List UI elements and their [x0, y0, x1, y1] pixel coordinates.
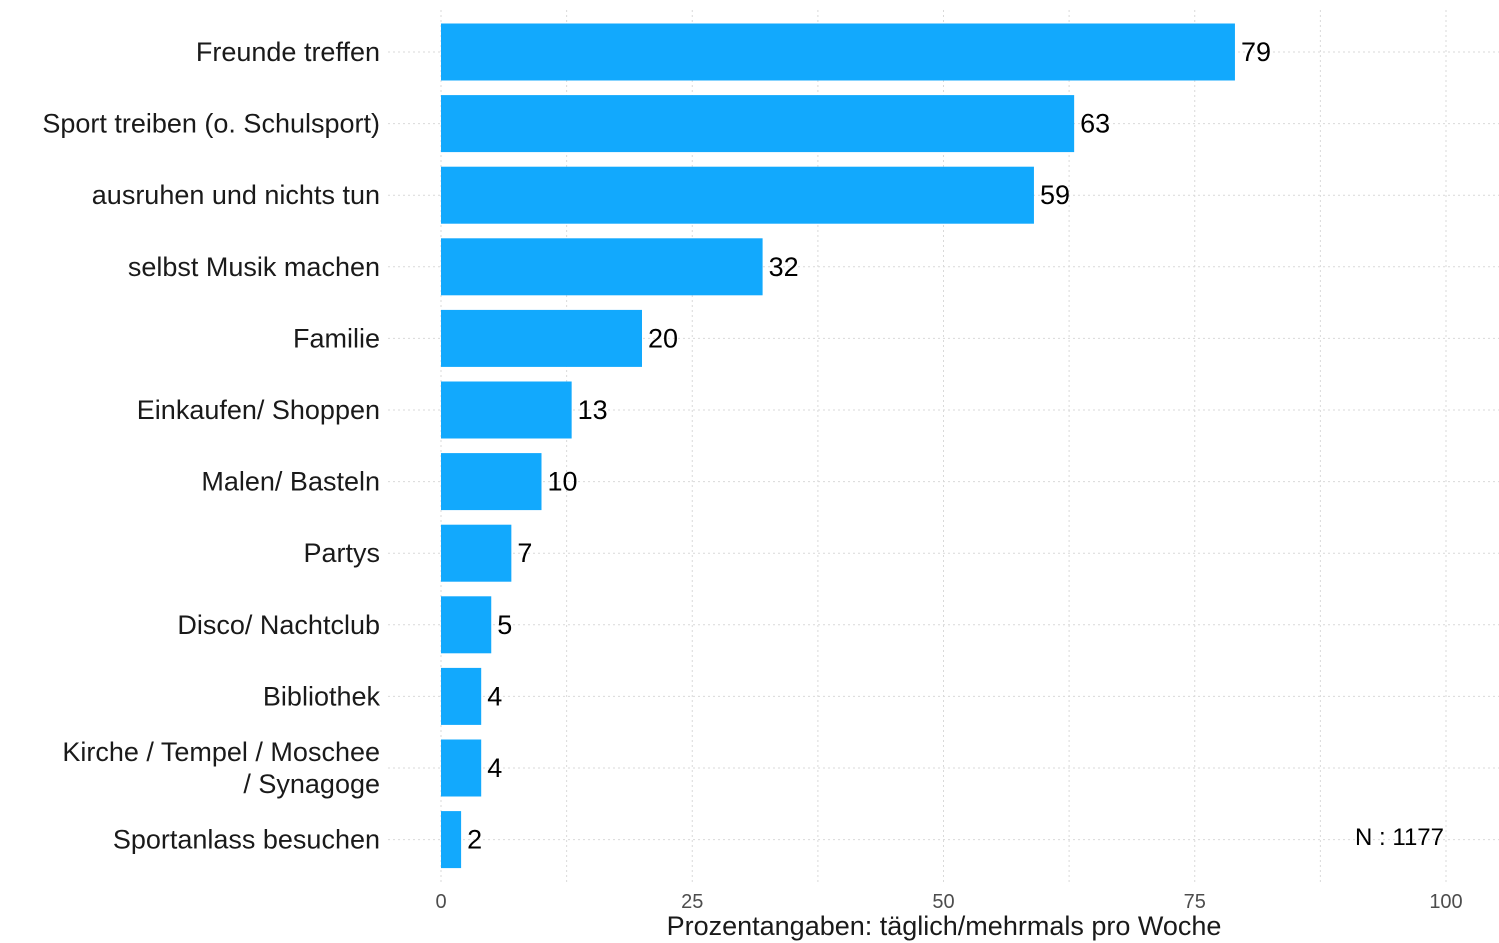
- bar: [441, 23, 1235, 81]
- category-label: Einkaufen/ Shoppen: [137, 395, 380, 425]
- data-label: 63: [1080, 109, 1110, 139]
- bar: [441, 811, 462, 869]
- data-label: 5: [497, 610, 512, 640]
- category-label: Familie: [293, 323, 380, 353]
- data-label: 20: [648, 323, 678, 353]
- category-label: Malen/ Basteln: [201, 467, 380, 497]
- sample-size-annotation: N : 1177: [1355, 824, 1444, 851]
- bar: [441, 453, 542, 511]
- category-label: Sportanlass besuchen: [113, 825, 380, 855]
- x-tick-label: 75: [1184, 891, 1206, 913]
- x-axis-title: Prozentangaben: täglich/mehrmals pro Woc…: [667, 911, 1222, 941]
- category-label: Partys: [303, 538, 380, 568]
- data-label: 79: [1241, 37, 1271, 67]
- bar: [441, 596, 492, 654]
- category-label: Bibliothek: [263, 681, 381, 711]
- bar: [441, 524, 512, 582]
- category-label: Kirche / Tempel / Moschee / Synagoge: [62, 737, 380, 799]
- x-tick-label: 25: [681, 891, 703, 913]
- category-label: Freunde treffen: [196, 37, 380, 67]
- data-label: 4: [487, 753, 502, 783]
- data-label: 13: [578, 395, 608, 425]
- data-label: 2: [467, 825, 482, 855]
- category-label: Disco/ Nachtclub: [177, 610, 380, 640]
- data-label: 59: [1040, 180, 1070, 210]
- category-label: Sport treiben (o. Schulsport): [42, 109, 380, 139]
- x-axis-ticks: 0 25 50 75 100: [435, 891, 1462, 913]
- data-label: 10: [548, 467, 578, 497]
- bar: [441, 667, 482, 725]
- x-tick-label: 100: [1429, 891, 1462, 913]
- bars: [441, 23, 1235, 869]
- bar: [441, 309, 642, 367]
- category-labels: Freunde treffen Sport treiben (o. Schulsp…: [42, 37, 380, 855]
- bar: [441, 739, 482, 797]
- category-label: selbst Musik machen: [128, 252, 380, 282]
- bar: [441, 95, 1075, 153]
- bar: [441, 166, 1034, 224]
- data-label: 7: [517, 538, 532, 568]
- data-label: 32: [769, 252, 799, 282]
- category-label: ausruhen und nichts tun: [92, 180, 380, 210]
- bar: [441, 238, 763, 296]
- x-tick-label: 0: [435, 891, 446, 913]
- x-tick-label: 50: [932, 891, 954, 913]
- value-labels: 79 63 59 32 20 13 10 7 5 4 4 2: [467, 37, 1271, 855]
- bar: [441, 381, 572, 439]
- data-label: 4: [487, 681, 502, 711]
